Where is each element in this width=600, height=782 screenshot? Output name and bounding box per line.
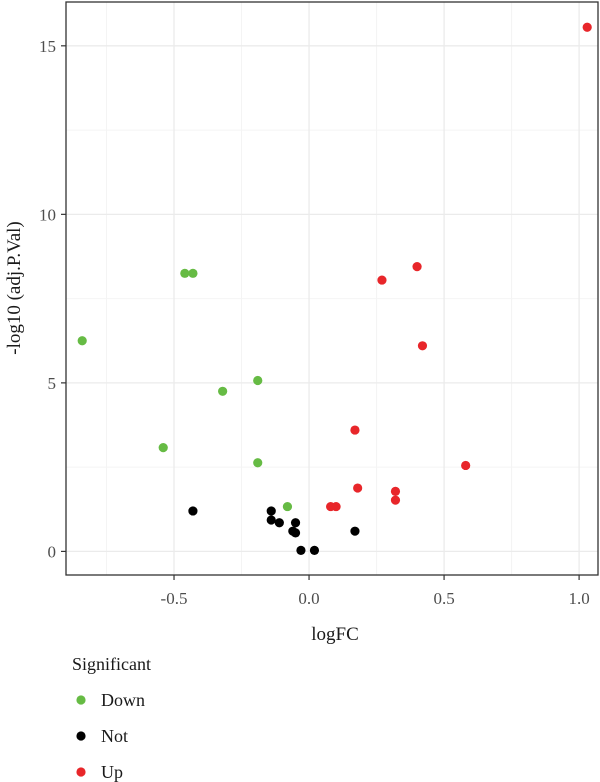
data-point-up (412, 261, 422, 272)
x-tick-label: 0.0 (298, 589, 319, 608)
data-point-down (188, 268, 198, 278)
x-tick-label: -0.5 (161, 589, 188, 608)
legend-title: Significant (72, 654, 151, 674)
data-point-down (158, 442, 168, 453)
y-axis-title: -log10 (adj.P.Val) (4, 221, 25, 355)
data-point-not (290, 528, 301, 538)
y-tick-label: 0 (48, 542, 57, 561)
data-point-down (218, 386, 228, 396)
y-tick-label: 15 (39, 37, 56, 56)
data-point-not (309, 545, 320, 555)
data-point-not (274, 518, 284, 528)
data-point-not (350, 526, 360, 536)
data-point-up (331, 501, 341, 512)
data-point-down (253, 375, 263, 386)
data-points (77, 22, 592, 555)
data-point-up (417, 341, 428, 351)
data-point-down (180, 268, 190, 278)
data-point-up (377, 275, 387, 285)
grid-lines (66, 2, 598, 575)
data-point-down (282, 501, 293, 512)
data-point-not (266, 506, 276, 516)
y-tick-label: 10 (39, 205, 56, 224)
legend-key-down (76, 695, 86, 705)
data-point-up (390, 486, 401, 497)
data-point-not (296, 545, 306, 555)
data-point-down (253, 458, 263, 468)
data-point-up (353, 483, 363, 493)
x-tick-label: 1.0 (568, 589, 589, 608)
data-point-not (290, 518, 301, 528)
legend-key-not (76, 731, 86, 741)
legend: Down Not Up (76, 690, 145, 782)
legend-key-up (76, 767, 86, 777)
plot-border (65, 1, 599, 576)
data-point-up (350, 425, 360, 435)
y-tick-label: 5 (48, 374, 57, 393)
data-point-not (266, 515, 276, 525)
legend-label-down: Down (101, 690, 145, 710)
x-axis-title: logFC (311, 624, 359, 645)
data-point-not (188, 506, 198, 516)
plot-panel (66, 2, 598, 575)
data-point-up (582, 22, 592, 32)
axes: -0.5 0.0 0.5 1.0 0 5 10 15 (39, 1, 599, 608)
x-tick-label: 0.5 (433, 589, 454, 608)
legend-label-not: Not (101, 726, 128, 746)
data-point-up (461, 460, 471, 471)
legend-label-up: Up (101, 762, 123, 782)
data-point-down (77, 336, 87, 346)
plot-background (66, 2, 598, 575)
data-point-up (390, 495, 401, 505)
